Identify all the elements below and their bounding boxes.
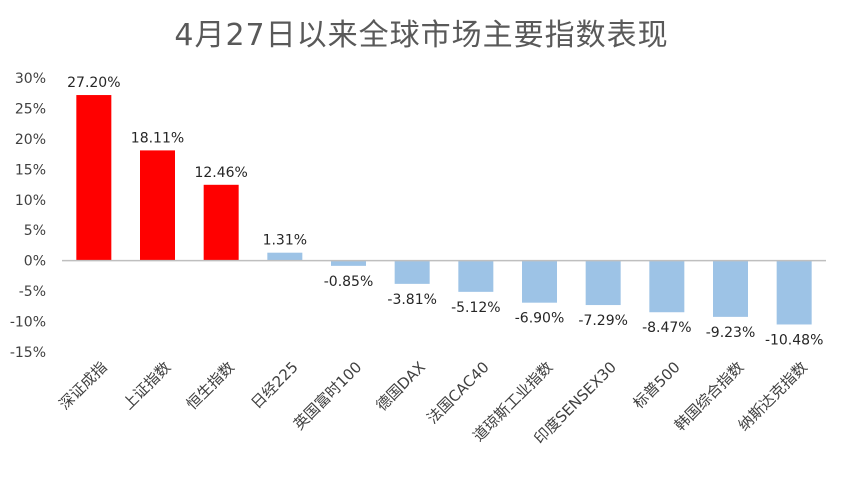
bar	[776, 260, 812, 325]
bar	[585, 260, 621, 306]
x-tick-label: 上证指数	[119, 358, 174, 413]
bars	[76, 95, 812, 325]
bar	[331, 260, 366, 266]
x-tick-label: 标普500	[629, 358, 683, 412]
x-tick-label: 日经225	[247, 358, 301, 412]
y-tick-label: -15%	[10, 345, 46, 361]
y-tick-label: 25%	[15, 101, 46, 117]
y-tick-label: 10%	[15, 193, 46, 209]
y-tick-label: 5%	[24, 223, 46, 239]
bar	[203, 184, 239, 261]
bar	[267, 252, 303, 261]
data-label: -9.23%	[706, 325, 756, 341]
bar	[649, 260, 685, 313]
chart-title: 4月27日以来全球市场主要指数表现	[174, 18, 669, 53]
bar	[522, 260, 557, 303]
bar	[76, 95, 112, 261]
data-label: -5.12%	[451, 300, 501, 316]
bar	[394, 260, 430, 284]
y-tick-label: -10%	[10, 315, 46, 331]
x-tick-label: 恒生指数	[183, 358, 238, 413]
x-tick-label: 德国DAX	[373, 358, 429, 414]
data-label: -8.47%	[642, 320, 692, 336]
y-tick-label: 30%	[15, 71, 46, 87]
x-tick-label: 英国富时100	[290, 358, 365, 433]
x-tick-label: 深证成指	[55, 358, 110, 413]
data-label: -0.85%	[324, 274, 374, 290]
y-tick-label: 0%	[24, 254, 46, 270]
bar	[458, 260, 494, 292]
data-label: -7.29%	[578, 313, 628, 329]
bar	[140, 150, 175, 261]
y-tick-label: -5%	[19, 284, 46, 300]
data-label: 12.46%	[194, 165, 247, 181]
data-label: -10.48%	[765, 332, 823, 348]
y-tick-label: 20%	[15, 132, 46, 148]
x-tick-label: 纳斯达克指数	[735, 358, 811, 434]
data-labels: 27.20% 18.11% 12.46% 1.31% -0.85% -3.81% -5.12…	[67, 75, 823, 348]
data-label: 18.11%	[131, 130, 184, 146]
bar	[713, 260, 748, 317]
data-label: 27.20%	[67, 75, 120, 91]
data-label: -3.81%	[387, 292, 437, 308]
y-tick-label: 15%	[15, 162, 46, 178]
y-axis: 30% 25% 20% 15% 10% 5% 0% -5% -10% -15%	[10, 71, 46, 361]
data-label: -6.90%	[515, 311, 565, 327]
data-label: 1.31%	[263, 233, 307, 249]
x-tick-label: 法国CAC40	[423, 358, 492, 427]
